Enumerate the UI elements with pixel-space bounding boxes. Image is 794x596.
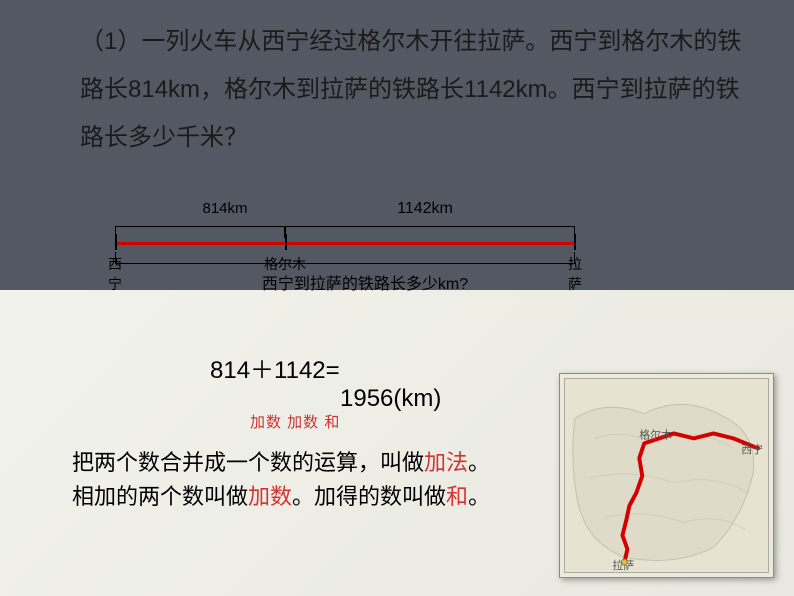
definition-block: 把两个数合并成一个数的运算，叫做加法。 相加的两个数叫做加数。加得的数叫做和。 (72, 446, 552, 514)
brace-top-left (115, 226, 285, 238)
equation-expr: 814＋1142= (210, 350, 441, 385)
def2-pre: 相加的两个数叫做 (72, 484, 248, 509)
line-diagram: 814km 1142km 西宁 格尔木 拉萨 西宁到拉萨的铁路长多少km? (115, 204, 595, 284)
equation: 814＋1142= 1956(km) (210, 350, 441, 413)
def1-hl: 加法 (424, 450, 468, 475)
def1-pre: 把两个数合并成一个数的运算，叫做 (72, 450, 424, 475)
segment1-label: 814km (195, 200, 255, 217)
tick-left (115, 234, 117, 250)
tick-mid (285, 234, 287, 250)
equation-result: 1956(km) (340, 385, 441, 413)
map-svg: 格尔木 西宁 拉萨 (565, 379, 768, 572)
city-left: 西宁 (105, 254, 125, 294)
brace-bottom (115, 252, 575, 264)
problem-text: （1）一列火车从西宁经过格尔木开往拉萨。西宁到格尔木的铁路长814km，格尔木到… (80, 18, 754, 162)
tick-right (574, 234, 576, 250)
map-endpoint-icon (621, 559, 627, 565)
def2-hl2: 和 (446, 484, 468, 509)
city-right: 拉萨 (563, 254, 587, 294)
diagram-question: 西宁到拉萨的铁路长多少km? (255, 270, 475, 294)
map-inner: 格尔木 西宁 拉萨 (564, 378, 769, 573)
brace-top-right (285, 226, 575, 238)
diagram-line (115, 242, 575, 245)
segment2-label: 1142km (365, 200, 485, 218)
def2-hl: 加数 (248, 484, 292, 509)
map-city-geermu: 格尔木 (639, 427, 672, 441)
header-panel: （1）一列火车从西宁经过格尔木开往拉萨。西宁到格尔木的铁路长814km，格尔木到… (0, 0, 794, 290)
def2-end: 。 (468, 484, 490, 509)
def2-post: 。加得的数叫做 (292, 484, 446, 509)
map-city-xining: 西宁 (741, 442, 763, 456)
map-panel: 格尔木 西宁 拉萨 (559, 373, 774, 578)
equation-annotation: 加数 加数 和 (250, 411, 340, 432)
